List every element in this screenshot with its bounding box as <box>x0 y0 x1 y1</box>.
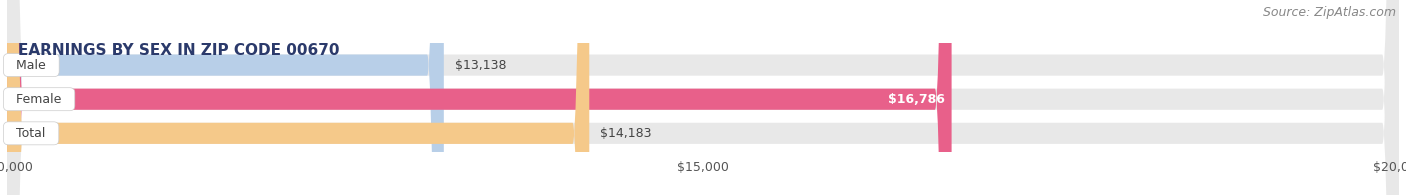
Text: $16,786: $16,786 <box>887 93 945 106</box>
FancyBboxPatch shape <box>7 0 1399 195</box>
Text: Female: Female <box>8 93 70 106</box>
FancyBboxPatch shape <box>7 0 1399 195</box>
Text: $14,183: $14,183 <box>600 127 652 140</box>
Text: Source: ZipAtlas.com: Source: ZipAtlas.com <box>1263 6 1396 19</box>
Text: Male: Male <box>8 58 55 72</box>
Text: $13,138: $13,138 <box>456 58 506 72</box>
FancyBboxPatch shape <box>7 0 444 195</box>
Text: EARNINGS BY SEX IN ZIP CODE 00670: EARNINGS BY SEX IN ZIP CODE 00670 <box>18 43 340 58</box>
FancyBboxPatch shape <box>7 0 1399 195</box>
Text: Total: Total <box>8 127 53 140</box>
FancyBboxPatch shape <box>7 0 589 195</box>
FancyBboxPatch shape <box>7 0 952 195</box>
